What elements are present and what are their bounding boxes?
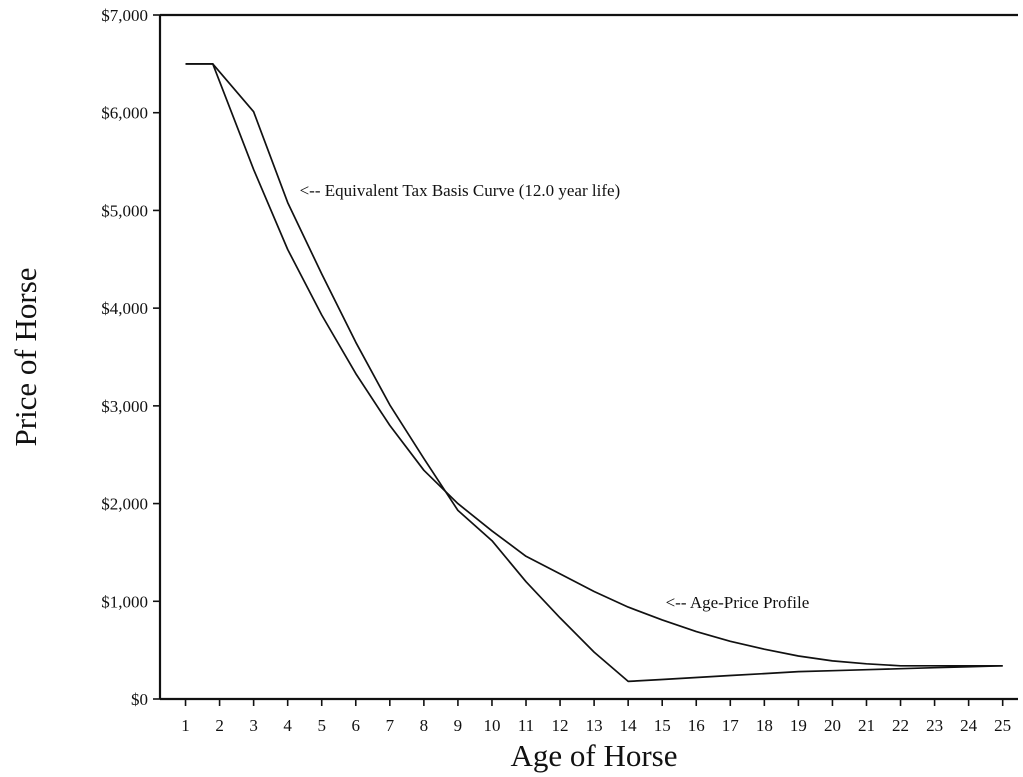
x-tick-label: 20 — [824, 716, 841, 735]
x-tick-label: 14 — [620, 716, 638, 735]
series-line-equivalent-tax-basis-curve — [185, 63, 1003, 683]
y-axis-ticks: $0 $1,000 $2,000 $3,000 $4,000 $5,000 $6,000 $7… — [101, 6, 160, 709]
x-tick-label: 5 — [317, 716, 326, 735]
x-tick-label: 24 — [960, 716, 978, 735]
x-tick-label: 22 — [892, 716, 909, 735]
y-tick-label: $3,000 — [101, 397, 148, 416]
y-tick-label: $0 — [131, 690, 148, 709]
x-tick-label: 16 — [688, 716, 705, 735]
x-tick-label: 12 — [552, 716, 569, 735]
x-tick-label: 4 — [283, 716, 292, 735]
x-tick-label: 7 — [386, 716, 395, 735]
x-tick-label: 6 — [352, 716, 361, 735]
series-lines — [185, 63, 1003, 683]
annotations: <-- Equivalent Tax Basis Curve (12.0 yea… — [300, 181, 810, 612]
x-tick-label: 1 — [181, 716, 190, 735]
x-tick-label: 10 — [483, 716, 500, 735]
series-line-age-price-profile — [185, 63, 1003, 667]
x-tick-label: 9 — [454, 716, 463, 735]
x-axis-title: Age of Horse — [510, 738, 677, 773]
y-tick-label: $4,000 — [101, 299, 148, 318]
x-tick-label: 11 — [518, 716, 534, 735]
annotation-label: <-- Equivalent Tax Basis Curve (12.0 yea… — [300, 181, 621, 200]
y-axis-title: Price of Horse — [8, 267, 43, 446]
x-axis-ticks: 1 2 3 4 5 6 7 8 9 10 11 12 13 14 15 16 17 18 19 20 21 22 23 24 2… — [181, 699, 1011, 735]
x-tick-label: 17 — [722, 716, 740, 735]
x-tick-label: 2 — [215, 716, 224, 735]
x-tick-label: 25 — [994, 716, 1011, 735]
y-tick-label: $2,000 — [101, 495, 148, 514]
y-tick-label: $1,000 — [101, 592, 148, 611]
annotation-label: <-- Age-Price Profile — [666, 593, 810, 612]
x-tick-label: 13 — [586, 716, 603, 735]
y-tick-label: $6,000 — [101, 104, 148, 123]
x-tick-label: 19 — [790, 716, 807, 735]
x-tick-label: 21 — [858, 716, 875, 735]
x-tick-label: 3 — [249, 716, 258, 735]
x-tick-label: 8 — [420, 716, 429, 735]
y-tick-label: $5,000 — [101, 201, 148, 220]
y-tick-label: $7,000 — [101, 6, 148, 25]
axes — [158, 13, 1018, 701]
x-tick-label: 18 — [756, 716, 773, 735]
x-tick-label: 23 — [926, 716, 943, 735]
x-tick-label: 15 — [654, 716, 671, 735]
